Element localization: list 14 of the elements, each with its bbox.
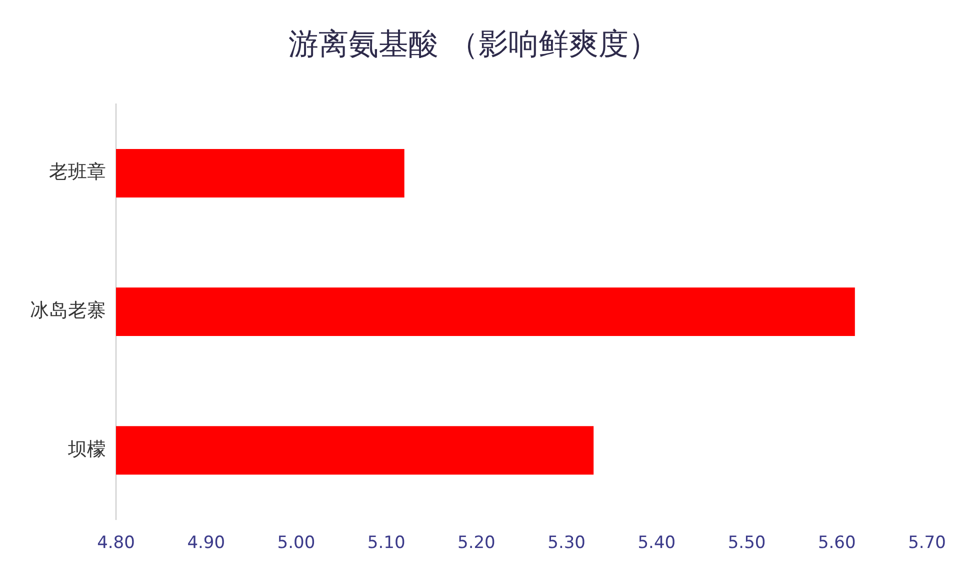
x-tick-label: 5.10	[367, 533, 406, 554]
x-tick-label: 5.60	[818, 533, 856, 554]
y-tick-label: 坝檬	[67, 438, 106, 460]
x-tick-label: 5.20	[458, 533, 496, 554]
x-tick-label: 5.70	[908, 533, 946, 554]
x-tick-label: 5.00	[277, 533, 316, 554]
y-tick-label: 老班章	[49, 161, 106, 184]
x-tick-label: 4.80	[97, 533, 135, 554]
x-tick-label: 4.90	[187, 533, 226, 554]
x-tick-label: 5.30	[548, 533, 586, 554]
y-tick-label: 冰岛老寨	[30, 300, 106, 322]
chart-title: 游离氨基酸 （影响鲜爽度）	[288, 26, 658, 62]
x-tick-label: 5.40	[638, 533, 676, 554]
x-tick-label: 5.50	[728, 533, 766, 554]
